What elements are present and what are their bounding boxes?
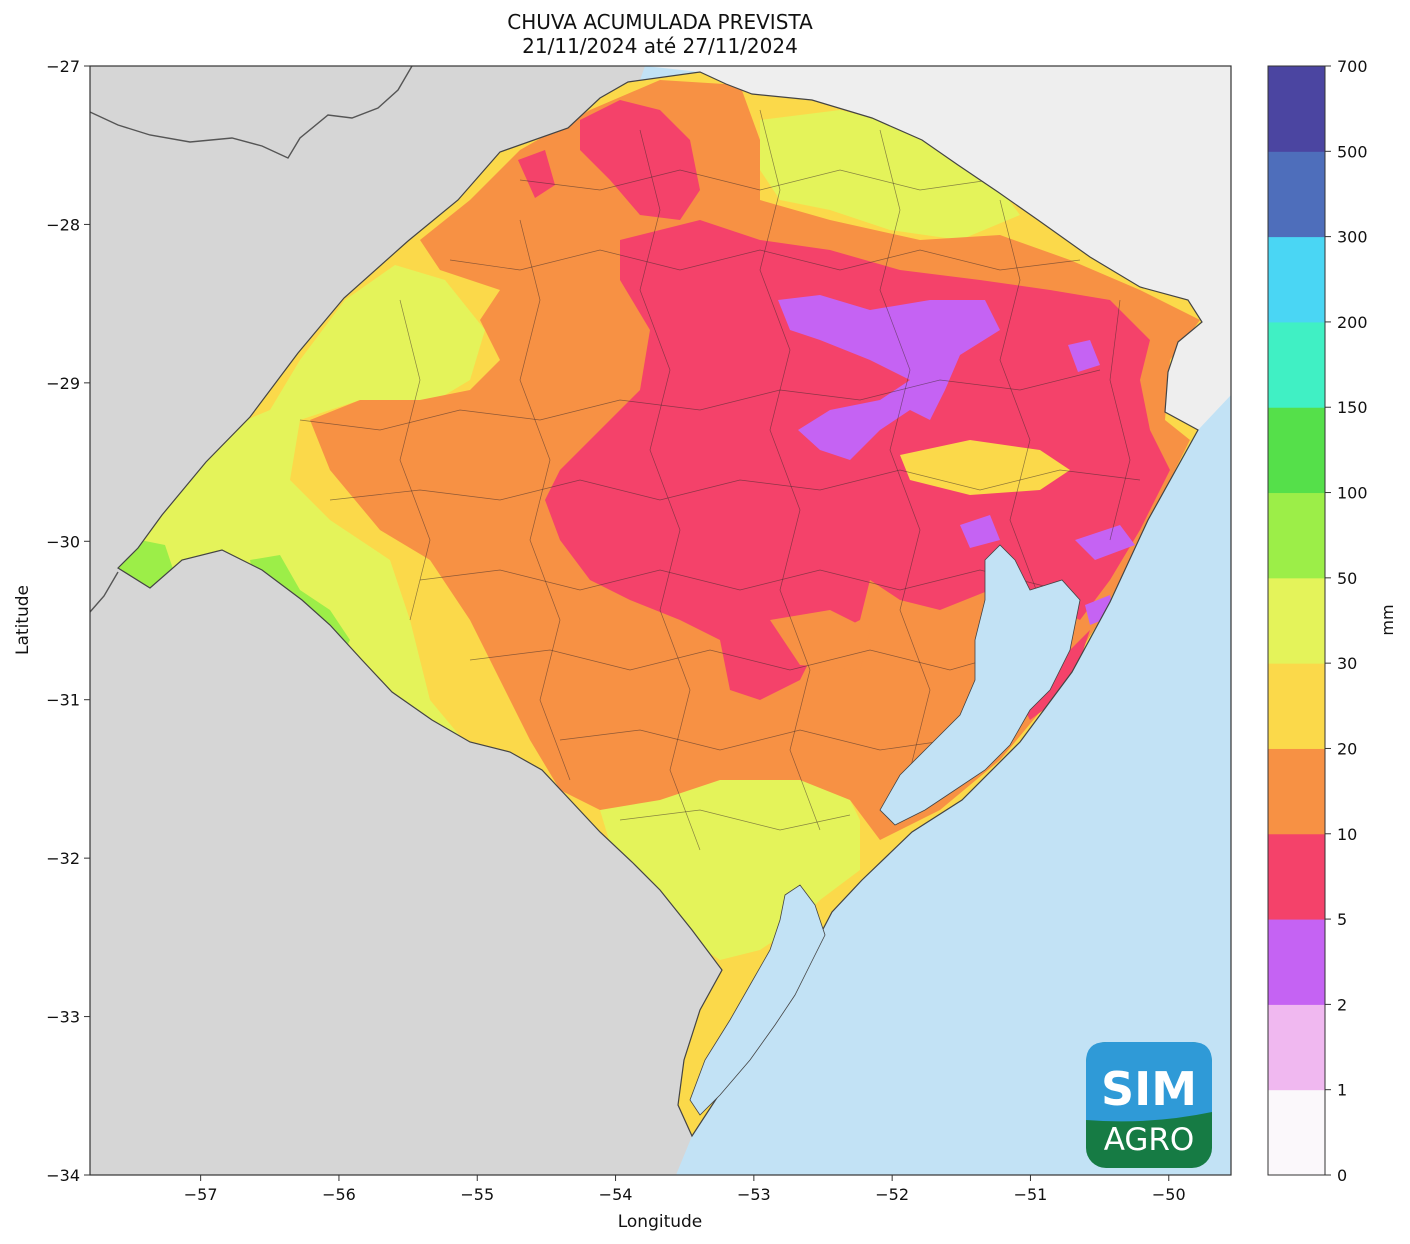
neighbour-land-north [645,66,1231,430]
sim-agro-logo: SIM AGRO [1086,1042,1212,1168]
colorbar-segment [1268,1089,1325,1176]
y-tick-label: −27 [46,57,80,76]
field-30-50-north [760,110,1020,240]
map-plot-area [90,66,1231,1175]
y-axis-ticks: −27 −28 −29 −30 −31 −32 −33 −34 [46,57,90,1185]
plot-frame [89,65,1232,1176]
x-tick-label: −56 [322,1185,356,1204]
state-outline [117,71,1203,1138]
colorbar-segment [1268,407,1325,494]
colorbar-segment [1268,748,1325,835]
colorbar-unit-label: mm [1378,604,1397,635]
colorbar-segment [1268,1004,1325,1091]
field-2-5-southeast [960,515,1000,548]
map-title-line2: 21/11/2024 até 27/11/2024 [522,34,798,58]
colorbar [1268,66,1325,1176]
map-title-line1: CHUVA ACUMULADA PREVISTA [507,10,813,34]
colorbar-tick-label: 0 [1337,1166,1347,1185]
x-axis-ticks: −57 −56 −55 −54 −53 −52 −51 −50 [184,1175,1186,1204]
colorbar-tick-label: 700 [1337,57,1368,76]
country-border-north [90,66,413,159]
colorbar-tick-label: 2 [1337,995,1347,1014]
field-2-5-coast [1075,525,1135,560]
colorbar-frame [1267,65,1326,1176]
y-tick-label: −32 [46,849,80,868]
field-20-30-inner [900,440,1070,495]
field-5-10-northwest [518,150,555,198]
colorbar-segment [1268,919,1325,1005]
colorbar-tick-label: 500 [1337,142,1368,161]
x-tick-label: −54 [599,1185,633,1204]
field-5-10-north [580,100,700,220]
colorbar-segment [1268,663,1325,749]
x-tick-label: −52 [875,1185,909,1204]
logo-sim-text: SIM [1101,1062,1197,1116]
y-axis-label: Latitude [13,585,33,655]
colorbar-segment [1268,833,1325,920]
field-10-20-inner [770,610,870,670]
colorbar-tick-label: 300 [1337,228,1368,247]
x-tick-label: −53 [737,1185,771,1204]
field-30-50-west [118,265,485,760]
colorbar-ticks: 0 1 2 5 10 20 30 50 100 150 200 300 500 700 [1325,57,1368,1185]
colorbar-segment [1268,66,1325,152]
colorbar-tick-label: 200 [1337,313,1368,332]
colorbar-tick-label: 5 [1337,910,1347,929]
field-2-5-central [778,295,1000,460]
field-2-5-east [1068,340,1100,372]
colorbar-segment [1268,321,1325,408]
colorbar-segment [1268,492,1325,579]
y-tick-label: −28 [46,215,80,234]
x-axis-label: Longitude [618,1212,703,1232]
colorbar-tick-label: 20 [1337,739,1357,758]
colorbar-tick-label: 100 [1337,484,1368,503]
colorbar-segment [1268,236,1325,323]
colorbar-segment [1268,151,1325,238]
colorbar-tick-label: 30 [1337,654,1357,673]
x-tick-label: −50 [1152,1185,1186,1204]
y-tick-label: −30 [46,532,80,551]
y-tick-label: −29 [46,374,80,393]
colorbar-segment [1268,577,1325,664]
y-tick-label: −33 [46,1008,80,1027]
colorbar-tick-label: 10 [1337,825,1357,844]
x-tick-label: −51 [1014,1185,1048,1204]
lagoa-mirim [689,884,826,1116]
lagoa-dos-patos [879,544,1081,826]
x-tick-label: −57 [184,1185,218,1204]
colorbar-tick-label: 150 [1337,398,1368,417]
country-border-west [90,571,119,613]
colorbar-tick-label: 1 [1337,1081,1347,1100]
neighbour-land-west [90,66,722,1175]
y-tick-label: −31 [46,691,80,710]
y-tick-label: −34 [46,1166,80,1185]
state-rainfall-fields [118,72,1202,1136]
colorbar-tick-label: 50 [1337,569,1357,588]
logo-agro-text: AGRO [1104,1122,1195,1158]
x-tick-label: −55 [460,1185,494,1204]
